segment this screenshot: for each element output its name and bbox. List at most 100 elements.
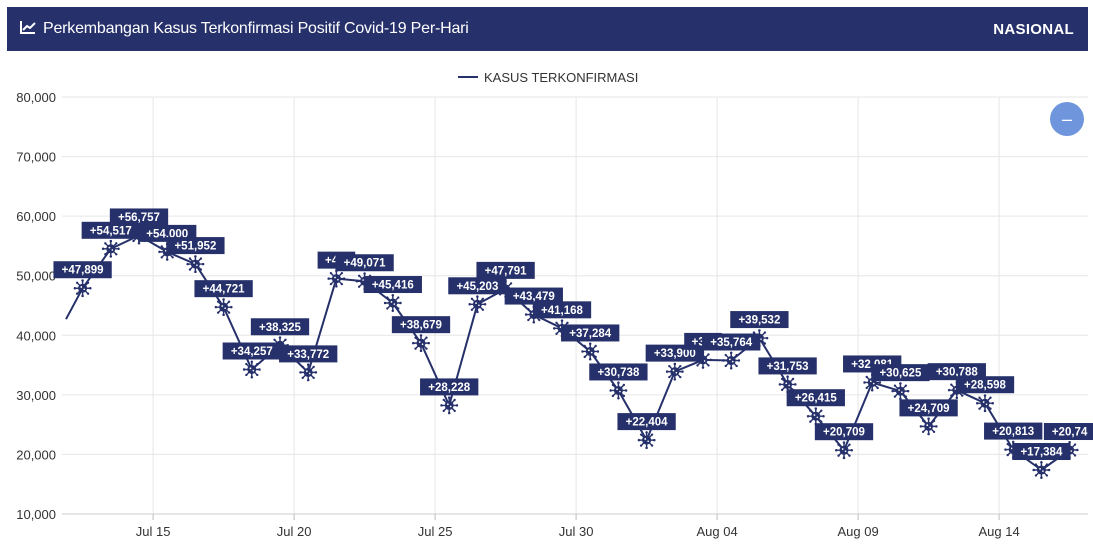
- data-point-marker[interactable]: [637, 431, 656, 450]
- data-point-marker[interactable]: [1032, 461, 1051, 480]
- data-label-bg: [81, 221, 140, 239]
- x-tick-label: Aug 04: [696, 524, 737, 539]
- data-label: +37,284: [561, 324, 620, 342]
- series-line: [65, 234, 1071, 471]
- data-label: +30,625: [871, 364, 930, 382]
- data-point-marker[interactable]: [101, 239, 120, 258]
- data-label-bg: [730, 311, 789, 329]
- data-label-text: +17,384: [1020, 447, 1062, 459]
- data-label: +20,709: [814, 423, 874, 441]
- data-label-bg: [335, 254, 394, 272]
- data-label-text: +39,532: [738, 315, 780, 327]
- data-label: +56,757: [109, 208, 169, 226]
- data-label: +30,788: [927, 363, 986, 381]
- data-point-marker[interactable]: [468, 295, 487, 314]
- data-point-marker[interactable]: [440, 396, 459, 415]
- data-label-bg: [702, 333, 761, 351]
- zoom-out-button[interactable]: –: [1050, 102, 1084, 136]
- data-point-marker[interactable]: [299, 363, 318, 382]
- data-label-text: +20,813: [992, 426, 1034, 438]
- data-label-bg: [589, 363, 648, 381]
- chart-title: Perkembangan Kasus Terkonfirmasi Positif…: [43, 20, 469, 37]
- data-point-marker[interactable]: [919, 417, 938, 436]
- data-label: +47,899: [53, 261, 112, 279]
- y-tick-label: 50,000: [16, 269, 56, 284]
- data-label-bg: [279, 345, 338, 363]
- data-label-text: +30,625: [879, 368, 921, 380]
- minus-icon: –: [1061, 108, 1072, 129]
- data-label-text: +49,071: [344, 258, 386, 270]
- data-label-text: +28,228: [428, 382, 470, 394]
- data-label-text: +56,757: [118, 212, 160, 224]
- y-tick-label: 80,000: [16, 90, 56, 105]
- data-point-marker[interactable]: [891, 382, 910, 401]
- chart-header: Perkembangan Kasus Terkonfirmasi Positif…: [7, 7, 1088, 51]
- x-tick-label: Jul 25: [418, 524, 453, 539]
- data-point-marker[interactable]: [242, 360, 261, 379]
- data-point-marker[interactable]: [976, 394, 994, 413]
- data-label-bg: [899, 399, 958, 417]
- data-label-bg: [448, 277, 507, 295]
- x-tick-label: Aug 09: [837, 524, 878, 539]
- data-label-bg: [955, 376, 1015, 394]
- data-label-text: +45,203: [456, 281, 498, 293]
- data-label-text: +33,772: [287, 349, 329, 361]
- data-label-text: +37,284: [569, 328, 611, 340]
- data-label: +51,952: [166, 237, 225, 255]
- data-label: +33,772: [279, 345, 338, 363]
- data-label-text: +45,416: [372, 280, 414, 292]
- data-label: +20,74: [1043, 423, 1093, 441]
- data-label-text: +22,404: [626, 417, 668, 429]
- data-point-marker[interactable]: [73, 279, 92, 298]
- data-point-marker[interactable]: [412, 334, 430, 353]
- data-point-marker[interactable]: [186, 255, 205, 274]
- data-label-bg: [250, 318, 310, 336]
- data-label-bg: [1043, 423, 1093, 441]
- y-tick-label: 10,000: [16, 507, 56, 522]
- data-point-marker[interactable]: [383, 294, 402, 313]
- line-chart-icon: [20, 20, 36, 39]
- data-point-marker[interactable]: [609, 381, 628, 400]
- data-label: +54,517: [81, 221, 140, 239]
- data-point-marker[interactable]: [835, 441, 853, 460]
- data-label-text: +26,415: [795, 393, 837, 405]
- data-point-marker[interactable]: [665, 362, 684, 381]
- data-label: +28,598: [955, 376, 1015, 394]
- data-label-bg: [758, 357, 817, 375]
- data-label: +44,721: [194, 280, 253, 298]
- data-label-bg: [561, 324, 620, 342]
- data-label-bg: [504, 287, 563, 305]
- title-group: Perkembangan Kasus Terkonfirmasi Positif…: [20, 20, 469, 39]
- data-point-marker[interactable]: [214, 298, 233, 317]
- data-label: +39,532: [730, 311, 789, 329]
- data-label-bg: [194, 280, 253, 298]
- data-point-marker[interactable]: [327, 269, 346, 288]
- data-label-text: +34,257: [231, 346, 273, 358]
- data-label-bg: [871, 364, 930, 382]
- y-tick-label: 40,000: [16, 328, 56, 343]
- x-tick-label: Jul 30: [559, 524, 594, 539]
- data-label: +17,384: [1012, 443, 1071, 461]
- data-point-marker[interactable]: [722, 351, 741, 370]
- data-label-text: +20,709: [823, 427, 865, 439]
- y-tick-label: 20,000: [16, 447, 56, 462]
- data-label-bg: [814, 423, 874, 441]
- data-label: +49,071: [335, 254, 394, 272]
- data-point-marker[interactable]: [806, 407, 825, 426]
- data-point-marker[interactable]: [581, 342, 600, 361]
- data-label-text: +20,74: [1052, 427, 1088, 439]
- data-label-text: +28,598: [964, 380, 1006, 392]
- y-tick-label: 60,000: [16, 209, 56, 224]
- data-label-bg: [109, 208, 169, 226]
- data-label-bg: [476, 261, 535, 279]
- data-label-text: +51,952: [174, 241, 216, 253]
- legend-label[interactable]: KASUS TERKONFIRMASI: [484, 70, 638, 85]
- data-label: +22,404: [617, 413, 676, 431]
- data-label-bg: [222, 342, 281, 360]
- data-label-bg: [1012, 443, 1071, 461]
- y-tick-label: 70,000: [16, 150, 56, 165]
- scope-label: NASIONAL: [993, 20, 1074, 38]
- data-label-text: +35,764: [710, 337, 752, 349]
- data-label-text: +24,709: [908, 403, 950, 415]
- data-label: +26,415: [786, 389, 845, 407]
